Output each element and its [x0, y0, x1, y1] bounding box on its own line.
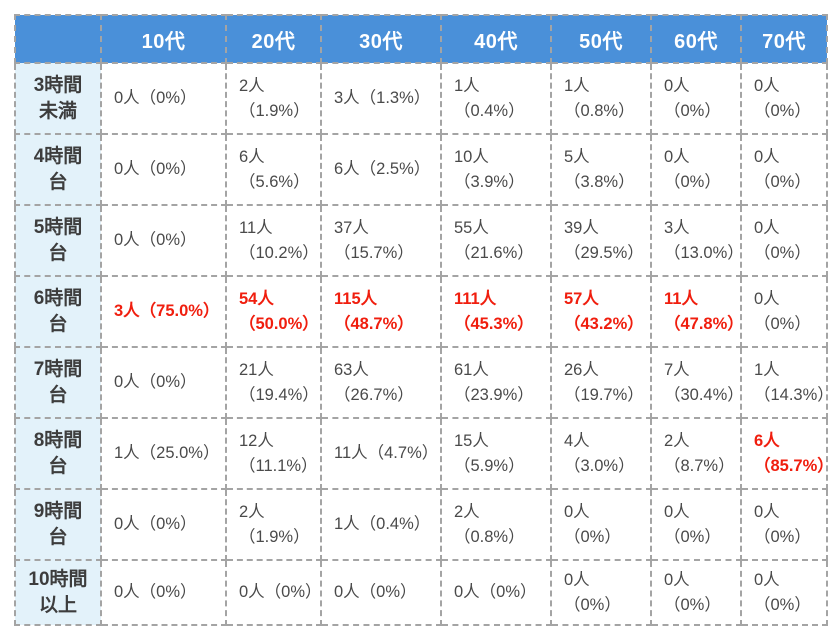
data-cell: 0人 （0%）: [740, 133, 828, 206]
data-cell: 54人 （50.0%）: [225, 275, 322, 348]
data-cell: 2人 （8.7%）: [650, 417, 742, 490]
data-cell: 0人（0%）: [100, 559, 227, 626]
row-header: 6時間 台: [14, 275, 102, 348]
data-cell: 2人 （0.8%）: [440, 488, 552, 561]
data-cell: 0人（0%）: [100, 204, 227, 277]
column-header: 10代: [100, 14, 227, 64]
header-row: 10代 20代 30代 40代 50代 60代 70代: [14, 14, 828, 64]
data-cell: 1人 （14.3%）: [740, 346, 834, 419]
table-row: 5時間 台 0人（0%） 11人 （10.2%） 37人 （15.7%） 55人 （21…: [14, 204, 828, 277]
data-cell: 0人（0%）: [100, 133, 227, 206]
data-cell: 0人 （0%）: [650, 133, 742, 206]
row-header: 10時間 以上: [14, 559, 102, 626]
data-cell: 55人 （21.6%）: [440, 204, 552, 277]
data-cell: 111人 （45.3%）: [440, 275, 552, 348]
data-cell: 11人 （10.2%）: [225, 204, 322, 277]
table-row: 9時間 台 0人（0%） 2人 （1.9%） 1人（0.4%） 2人 （0.8%） 0人 …: [14, 488, 828, 561]
data-cell: 2人 （1.9%）: [225, 62, 322, 135]
data-cell: 0人（0%）: [100, 346, 227, 419]
data-cell: 15人 （5.9%）: [440, 417, 552, 490]
data-cell: 11人 （47.8%）: [650, 275, 744, 348]
table-row: 8時間 台 1人（25.0%） 12人 （11.1%） 11人（4.7%） 15人 （5…: [14, 417, 834, 490]
data-cell: 0人 （0%）: [740, 488, 828, 561]
data-cell: 0人 （0%）: [740, 62, 828, 135]
data-cell: 6人（2.5%）: [320, 133, 442, 206]
data-cell: 57人 （43.2%）: [550, 275, 652, 348]
column-header: 60代: [650, 14, 742, 64]
data-cell: 0人 （0%）: [550, 488, 652, 561]
data-cell: 11人（4.7%）: [320, 417, 442, 490]
data-cell: 3人 （13.0%）: [650, 204, 744, 277]
data-cell: 1人（0.4%）: [320, 488, 442, 561]
data-cell: 6人 （85.7%）: [740, 417, 834, 490]
row-header: 8時間 台: [14, 417, 102, 490]
data-cell: 1人 （0.8%）: [550, 62, 652, 135]
column-header: 40代: [440, 14, 552, 64]
column-header: 70代: [740, 14, 828, 64]
data-cell: 1人 （0.4%）: [440, 62, 552, 135]
corner-cell: [14, 14, 102, 64]
data-cell: 0人 （0%）: [550, 559, 652, 626]
data-cell: 0人（0%）: [100, 488, 227, 561]
data-cell: 26人 （19.7%）: [550, 346, 652, 419]
data-cell: 63人 （26.7%）: [320, 346, 442, 419]
data-cell: 39人 （29.5%）: [550, 204, 652, 277]
data-cell: 0人（0%）: [225, 559, 322, 626]
sleep-duration-by-age-table: 10代 20代 30代 40代 50代 60代 70代 3時間 未満 0人（0%） 2人 （1.…: [14, 14, 834, 626]
data-cell: 3人（1.3%）: [320, 62, 442, 135]
table-row: 3時間 未満 0人（0%） 2人 （1.9%） 3人（1.3%） 1人 （0.4%） 1人…: [14, 62, 828, 135]
data-cell: 0人 （0%）: [740, 204, 828, 277]
data-cell: 7人 （30.4%）: [650, 346, 744, 419]
data-cell: 0人（0%）: [100, 62, 227, 135]
data-cell: 0人 （0%）: [650, 488, 742, 561]
data-cell: 0人 （0%）: [740, 559, 828, 626]
data-cell: 6人 （5.6%）: [225, 133, 322, 206]
row-header: 5時間 台: [14, 204, 102, 277]
data-cell: 115人 （48.7%）: [320, 275, 442, 348]
data-cell: 3人（75.0%）: [100, 275, 227, 348]
data-cell: 0人（0%）: [440, 559, 552, 626]
data-cell: 0人 （0%）: [740, 275, 828, 348]
data-cell: 4人 （3.0%）: [550, 417, 652, 490]
column-header: 20代: [225, 14, 322, 64]
row-header: 4時間 台: [14, 133, 102, 206]
row-header: 9時間 台: [14, 488, 102, 561]
column-header: 50代: [550, 14, 652, 64]
data-cell: 21人 （19.4%）: [225, 346, 322, 419]
table-row: 6時間 台 3人（75.0%） 54人 （50.0%） 115人 （48.7%） 111…: [14, 275, 828, 348]
data-cell: 12人 （11.1%）: [225, 417, 322, 490]
data-cell: 0人 （0%）: [650, 62, 742, 135]
data-cell: 1人（25.0%）: [100, 417, 227, 490]
data-cell: 37人 （15.7%）: [320, 204, 442, 277]
table-row: 4時間 台 0人（0%） 6人 （5.6%） 6人（2.5%） 10人 （3.9%） 5人…: [14, 133, 828, 206]
table-body: 3時間 未満 0人（0%） 2人 （1.9%） 3人（1.3%） 1人 （0.4%） 1人…: [14, 62, 834, 626]
data-cell: 0人（0%）: [320, 559, 442, 626]
row-header: 7時間 台: [14, 346, 102, 419]
data-cell: 10人 （3.9%）: [440, 133, 552, 206]
column-header: 30代: [320, 14, 442, 64]
data-cell: 0人 （0%）: [650, 559, 742, 626]
data-cell: 2人 （1.9%）: [225, 488, 322, 561]
data-cell: 5人 （3.8%）: [550, 133, 652, 206]
table-row: 10時間 以上 0人（0%） 0人（0%） 0人（0%） 0人（0%） 0人 （0%） 0人…: [14, 559, 828, 626]
table-row: 7時間 台 0人（0%） 21人 （19.4%） 63人 （26.7%） 61人 （23…: [14, 346, 834, 419]
data-cell: 61人 （23.9%）: [440, 346, 552, 419]
row-header: 3時間 未満: [14, 62, 102, 135]
